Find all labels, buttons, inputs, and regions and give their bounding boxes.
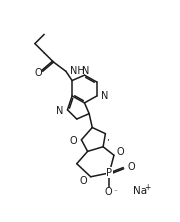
Text: P: P — [106, 168, 112, 178]
Text: O: O — [127, 162, 135, 172]
Text: O: O — [35, 68, 43, 78]
Text: NH: NH — [70, 66, 85, 76]
Text: ⁻: ⁻ — [113, 189, 117, 195]
Text: N: N — [56, 106, 64, 116]
Text: O: O — [80, 176, 88, 186]
Text: O: O — [105, 187, 112, 197]
Text: O: O — [116, 147, 124, 157]
Text: N: N — [101, 91, 108, 101]
Text: N: N — [82, 66, 89, 76]
Text: O: O — [69, 136, 77, 146]
Text: Na: Na — [133, 186, 147, 196]
Text: +: + — [144, 183, 150, 192]
Text: ’: ’ — [106, 139, 109, 148]
